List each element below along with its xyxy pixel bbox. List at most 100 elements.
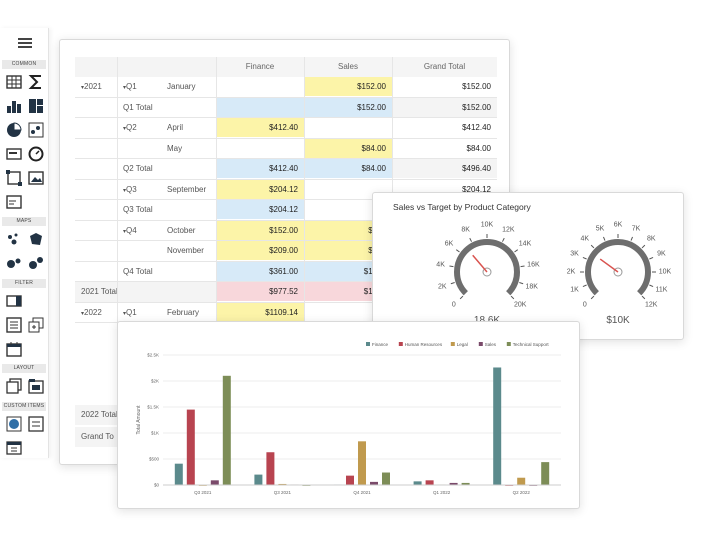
treemap-icon[interactable]	[28, 98, 44, 114]
column-header-sales[interactable]: Sales	[304, 57, 392, 77]
menu-icon[interactable]	[18, 38, 32, 48]
y-tick-label: $1.5K	[147, 405, 159, 410]
pivot-corner	[75, 57, 216, 77]
gauge2-tick-label: 6K	[613, 221, 623, 229]
row-year-2021[interactable]: ▾2021	[75, 77, 117, 97]
row-quarter[interactable]: ▾Q1	[117, 77, 155, 97]
column-header-grand-total[interactable]: Grand Total	[392, 57, 497, 77]
row-divider	[75, 240, 497, 241]
gauge2-tick-label: 9K	[657, 250, 666, 258]
expand-icon: ▾	[123, 187, 127, 194]
expand-icon: ▾	[123, 126, 127, 132]
gauges-svg	[449, 234, 656, 300]
tree-view-icon[interactable]	[28, 317, 44, 333]
gauge2-tick-label: 10K	[658, 268, 672, 276]
column-divider	[304, 57, 305, 447]
pie-chart-icon[interactable]	[6, 122, 22, 138]
sigma-icon[interactable]	[28, 74, 44, 90]
gauge1-arc	[454, 239, 520, 296]
gauge1-tick	[510, 295, 515, 300]
custom-list-icon[interactable]	[28, 416, 44, 432]
choropleth-map-icon[interactable]	[28, 231, 44, 247]
row-divider	[75, 96, 497, 98]
year-label: 2022	[84, 307, 102, 317]
x-tick-label: Q3 2021	[274, 490, 292, 495]
group-icon[interactable]	[6, 378, 22, 394]
range-icon[interactable]	[6, 170, 22, 186]
tab-container-icon[interactable]	[28, 378, 44, 394]
bar-technical-support	[541, 462, 550, 485]
legend-label: Finance	[372, 342, 389, 347]
gauge1-tick	[449, 265, 454, 268]
gauge2-tick	[590, 244, 595, 249]
bar-human-resources	[266, 452, 275, 485]
image-icon[interactable]	[28, 170, 44, 186]
gauge1-tick-label: 4K	[436, 261, 445, 269]
x-tick-label: Q1 2022	[433, 490, 451, 495]
text-box-icon[interactable]	[6, 194, 22, 210]
x-tick-label: Q3 2021	[194, 490, 212, 495]
legend-swatch	[366, 342, 370, 346]
legend-item: Human Resources	[398, 342, 443, 347]
cell-total: $84.00	[392, 139, 497, 159]
bar-sales	[370, 481, 378, 485]
y-tick-label: $0	[154, 483, 160, 488]
column-header-finance[interactable]: Finance	[216, 57, 304, 77]
row-quarter[interactable]: ▾Q2	[117, 118, 155, 138]
y-tick-label: $2K	[151, 379, 159, 384]
gauge2-tick	[649, 284, 654, 288]
gauge1-tick-label: 2K	[438, 283, 447, 291]
row-divider	[75, 137, 497, 139]
list-box-icon[interactable]	[6, 317, 22, 333]
year-label: 2021	[84, 82, 102, 91]
gauge2-tick	[641, 295, 646, 300]
y-tick-label: $1K	[151, 431, 159, 436]
legend-label: Legal	[457, 342, 468, 347]
gauge1-tick-label: 14K	[518, 240, 532, 248]
card-icon[interactable]	[6, 146, 22, 162]
row-divider	[75, 178, 497, 180]
row-quarter[interactable]: ▾Q4	[117, 221, 155, 241]
bubble-map-icon[interactable]	[6, 255, 22, 271]
quarter-label: Q2	[126, 123, 137, 132]
cell-finance: $204.12	[216, 179, 304, 200]
section-common: COMMON	[2, 60, 46, 69]
x-tick-label: Q2 2022	[513, 490, 531, 495]
bar-chart-icon[interactable]	[6, 98, 22, 114]
row-quarter[interactable]: ▾Q1	[117, 303, 155, 323]
bar-technical-support	[461, 482, 470, 485]
date-filter-icon[interactable]	[6, 341, 22, 357]
combo-box-icon[interactable]	[6, 293, 22, 309]
cell-sales: $84.00	[304, 138, 392, 159]
x-tick-label: Q4 2021	[353, 490, 371, 495]
legend-swatch	[398, 342, 403, 346]
grid-icon[interactable]	[6, 74, 22, 90]
expand-icon: ▾	[81, 310, 85, 317]
row-quarter[interactable]: ▾Q3	[117, 180, 155, 200]
quarter-label: Q1	[126, 82, 137, 91]
gauge1-tick	[455, 249, 460, 253]
row-year-2022[interactable]: ▾2022	[75, 303, 117, 323]
row-divider	[75, 219, 497, 221]
pie-map-icon[interactable]	[28, 255, 44, 271]
cell-total: $496.40	[392, 159, 497, 179]
bar-finance	[493, 367, 502, 485]
globe-icon[interactable]	[6, 416, 22, 432]
gauge-icon[interactable]	[28, 146, 44, 162]
expand-icon: ▾	[123, 310, 127, 317]
scatter-icon[interactable]	[28, 122, 44, 138]
column-divider	[117, 57, 118, 447]
cell-finance: $361.00	[216, 261, 304, 282]
bar-legal	[517, 477, 526, 485]
gauges-panel: Sales vs Target by Product Category 0 2K 4…	[372, 192, 684, 340]
calendar-icon[interactable]	[6, 439, 22, 455]
gauge2-tick-label: 3K	[570, 250, 579, 258]
gauge1-tick-label: 0	[451, 301, 456, 309]
gauge2-tick-label: 8K	[646, 235, 656, 243]
column-divider	[216, 57, 217, 447]
gauge2-arc	[585, 239, 651, 296]
section-custom-items: CUSTOM ITEMS	[2, 402, 46, 411]
row-month: February	[167, 307, 200, 317]
dot-map-icon[interactable]	[6, 231, 22, 247]
gauge2-tick-label: 4K	[580, 235, 590, 243]
